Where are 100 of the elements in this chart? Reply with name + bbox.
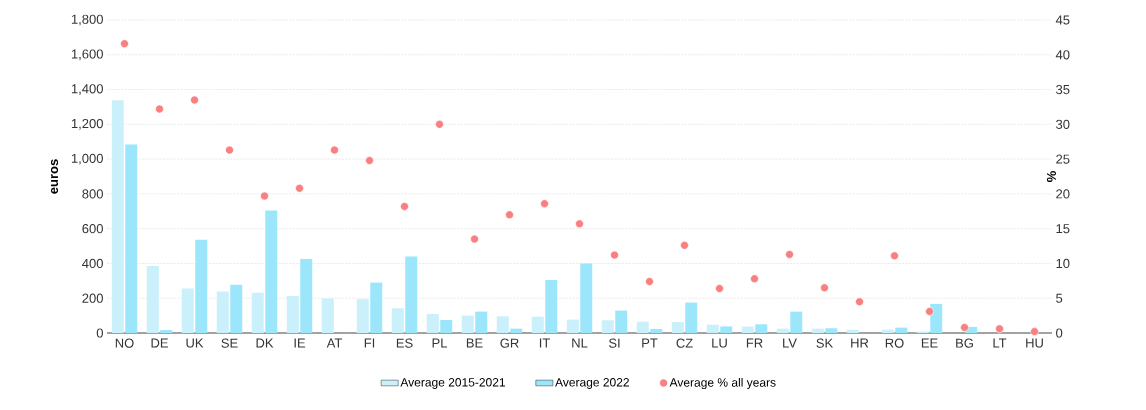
x-tick-label: BG [956,338,973,348]
bar [706,324,719,333]
x-tick-label: ES [396,338,413,348]
bar [790,311,803,333]
bar [825,328,838,333]
y-tick-label: 800 [82,189,103,199]
bar [741,326,754,333]
x-tick-label: NL [572,338,588,348]
bar [636,321,649,333]
x-tick-label: IT [539,338,550,348]
x-tick-label: FI [364,338,375,348]
bar [601,320,614,333]
y2-tick-label: 35 [1056,84,1070,95]
x-tick-label: LV [783,338,797,348]
y2-tick-label: 25 [1056,154,1070,164]
y-tick-label: 1,800 [71,14,103,26]
bar [615,310,628,333]
point [715,284,724,293]
y2-tick-label: 0 [1056,328,1063,338]
x-tick-label: IE [294,338,306,348]
bar [846,329,859,333]
x-tick-label: SE [221,338,238,348]
legend-label: Average % all years [669,377,776,390]
bar [405,256,418,333]
y-tick-label: 1,000 [71,153,103,165]
point [505,210,514,220]
y2-axis-title: % [1046,171,1057,182]
point [540,199,549,208]
point [820,283,829,293]
bar [216,291,229,333]
bar [720,326,733,333]
x-tick-label: DE [151,338,168,348]
y2-tick-label: 20 [1056,189,1070,199]
point [295,184,304,193]
point [855,297,864,306]
x-tick-label: SK [816,338,834,348]
bar [930,303,943,333]
y2-tick-label: 15 [1056,224,1070,234]
x-tick-label: LU [712,338,727,348]
bar [461,315,474,333]
bar [510,328,523,333]
bar [811,328,824,333]
x-tick-label: AT [326,338,343,348]
bar [111,100,124,333]
y-tick-label: 600 [82,224,103,234]
point [260,191,269,201]
bar [496,316,509,333]
bar [895,327,908,333]
bar [566,319,579,333]
x-tick-label: BE [466,338,483,348]
x-tick-label: NO [115,338,134,348]
bar [475,311,488,333]
bar [755,324,768,333]
y2-tick-label: 45 [1055,15,1070,25]
y-tick-label: 1,600 [71,49,103,61]
point [190,95,199,105]
legend-label: Average 2015-2021 [400,378,505,389]
bar [580,263,593,333]
y-tick-label: 400 [82,258,103,269]
bar [251,292,264,333]
x-tick-label: PT [642,338,658,348]
bar [426,313,439,333]
point [645,277,654,286]
x-tick-label: SI [608,338,620,348]
bar [230,284,243,333]
bar [160,330,173,333]
point [330,145,339,155]
point [750,274,759,284]
y2-tick-label: 40 [1055,50,1070,60]
point [925,307,934,316]
bar [370,282,383,333]
bar [545,279,558,333]
point [785,250,794,259]
point [575,219,584,229]
y2-tick-label: 10 [1056,258,1070,269]
bar [125,144,138,333]
bar [391,308,404,333]
x-tick-label: EE [921,338,938,348]
x-tick-label: FR [746,338,763,348]
point [225,145,234,155]
point [365,156,374,165]
y-tick-label: 200 [82,293,103,303]
bar [265,210,278,333]
bar [181,288,194,333]
point [435,120,444,129]
point [155,104,164,114]
y-tick-label: 1,200 [71,118,103,130]
point [960,323,969,332]
y2-tick-label: 5 [1056,293,1063,303]
point [610,250,619,260]
bar [300,259,313,333]
bar [881,329,894,333]
x-tick-label: CZ [676,338,693,348]
point [120,39,129,48]
bar [531,316,544,333]
point [680,241,689,250]
point [1030,327,1039,336]
y2-tick-label: 30 [1056,119,1070,129]
legend-label: Average 2022 [555,378,629,389]
x-tick-label: LT [993,338,1007,348]
